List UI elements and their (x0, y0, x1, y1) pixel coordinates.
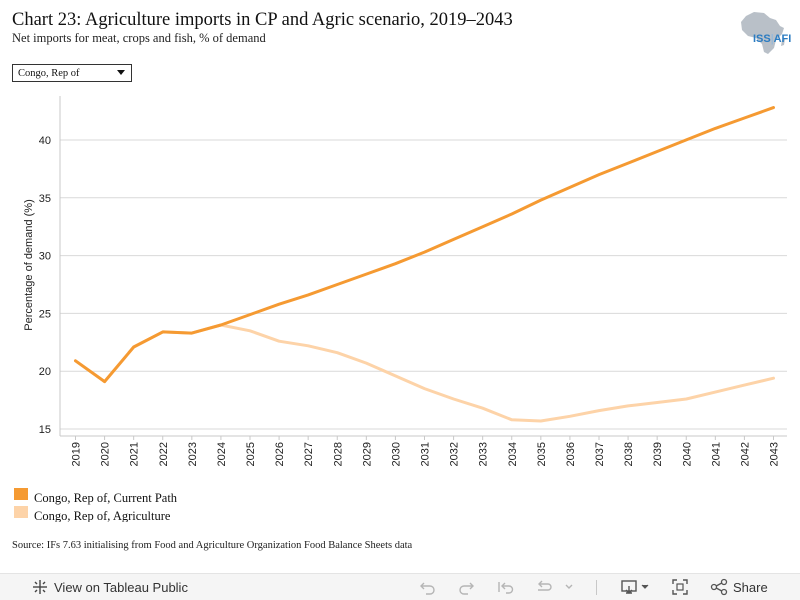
legend-label-agriculture: Congo, Rep of, Agriculture (34, 509, 171, 522)
legend-item-current-path[interactable]: Congo, Rep of, Current Path (14, 488, 214, 506)
share-button[interactable]: Share (710, 578, 768, 596)
x-tick-label: 2022 (158, 442, 170, 466)
download-button[interactable] (620, 578, 654, 596)
download-icon (621, 580, 649, 594)
africa-map-icon (741, 12, 785, 54)
x-tick-label: 2033 (478, 442, 490, 466)
y-tick-label: 30 (39, 251, 51, 263)
x-tick-label: 2039 (652, 442, 664, 466)
view-on-tableau-label: View on Tableau Public (54, 579, 188, 595)
x-tick-label: 2037 (594, 442, 606, 466)
y-tick-label: 20 (39, 366, 51, 378)
x-tick-label: 2024 (216, 442, 228, 466)
country-select[interactable]: Congo, Rep of (12, 64, 132, 82)
x-tick-label: 2042 (739, 442, 751, 466)
x-tick-label: 2032 (449, 442, 461, 466)
x-tick-label: 2035 (536, 442, 548, 466)
x-tick-label: 2021 (129, 442, 141, 466)
share-icon (710, 578, 728, 596)
toolbar-divider (596, 580, 597, 595)
undo-icon (420, 582, 435, 595)
y-tick-label: 25 (39, 308, 51, 320)
y-tick-label: 35 (39, 193, 51, 205)
tableau-icon (33, 580, 47, 594)
gridlines (60, 139, 787, 430)
x-tick-label: 2036 (565, 442, 577, 466)
legend-swatch-agriculture (14, 506, 28, 518)
series-line-current-path[interactable] (74, 106, 775, 384)
country-select-value: Congo, Rep of (18, 68, 80, 79)
x-tick-label: 2027 (303, 442, 315, 466)
redo-icon (459, 582, 474, 595)
redo-button[interactable] (456, 578, 476, 596)
fullscreen-icon (672, 579, 688, 595)
x-tick-label: 2038 (623, 442, 635, 466)
x-tick-label: 2031 (420, 442, 432, 466)
y-tick-label: 40 (39, 135, 51, 147)
legend-item-agriculture[interactable]: Congo, Rep of, Agriculture (14, 506, 214, 522)
x-tick-label: 2019 (71, 442, 83, 466)
x-tick-label: 2025 (245, 442, 257, 466)
undo-button[interactable] (418, 578, 438, 596)
legend-swatch-current-path (14, 488, 28, 500)
legend: Congo, Rep of, Current Path Congo, Rep o… (14, 488, 214, 522)
series-line-agriculture[interactable] (74, 323, 775, 423)
x-tick-label: 2030 (390, 442, 402, 466)
y-axis-label: Percentage of demand (%) (23, 199, 35, 330)
y-tick-label: 15 (39, 424, 51, 436)
refresh-button[interactable] (534, 578, 574, 596)
chart-subtitle: Net imports for meat, crops and fish, % … (12, 31, 266, 45)
tableau-toolbar: View on Tableau Public (0, 573, 800, 600)
x-tick-label: 2043 (769, 442, 781, 466)
logo-suffix: AFI (773, 33, 792, 45)
view-on-tableau-link[interactable]: View on Tableau Public (32, 579, 188, 595)
revert-button[interactable] (496, 578, 516, 596)
x-tick-label: 2034 (507, 442, 519, 466)
x-tick-label: 2028 (332, 442, 344, 466)
series-lines (74, 106, 775, 423)
x-tick-label: 2023 (187, 442, 199, 466)
x-tick-label: 2026 (274, 442, 286, 466)
refresh-icon (538, 580, 573, 591)
chevron-down-icon (117, 70, 125, 75)
fullscreen-button[interactable] (670, 578, 690, 596)
chart-title: Chart 23: Agriculture imports in CP and … (12, 10, 513, 30)
legend-label-current-path: Congo, Rep of, Current Path (34, 491, 178, 505)
iss-logo: ISS|AFI (753, 33, 792, 45)
x-tick-label: 2040 (681, 442, 693, 466)
revert-icon (498, 582, 514, 594)
source-note: Source: IFs 7.63 initialising from Food … (12, 540, 413, 551)
x-tick-label: 2041 (710, 442, 722, 466)
x-tick-label: 2029 (361, 442, 373, 466)
logo-brand: ISS (753, 33, 771, 45)
share-label: Share (733, 579, 768, 595)
x-tick-label: 2020 (100, 442, 112, 466)
